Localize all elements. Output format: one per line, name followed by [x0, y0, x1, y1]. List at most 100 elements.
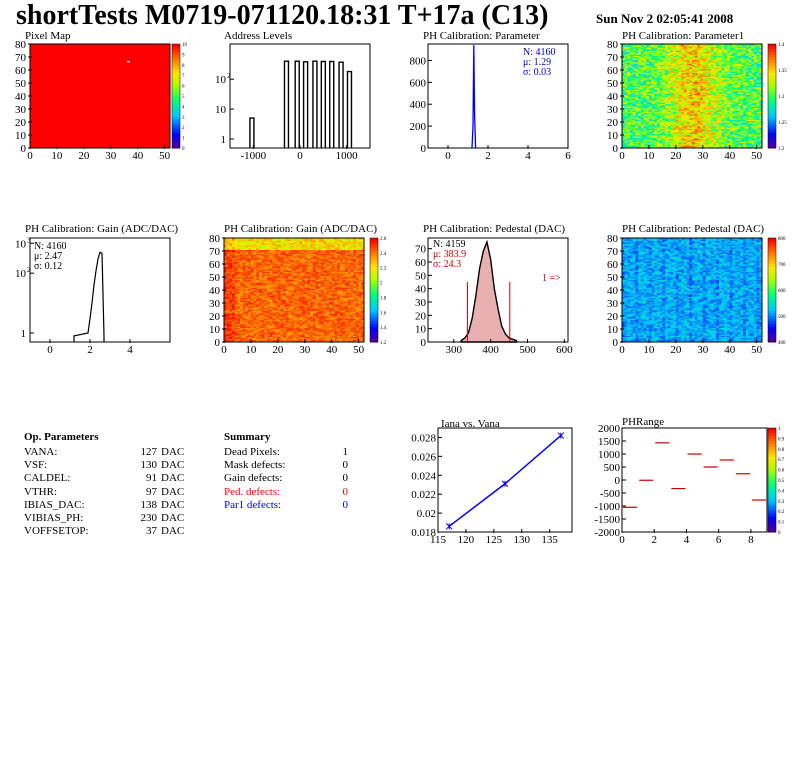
ph-param1-cell	[727, 88, 730, 90]
ph-param1-cell	[651, 116, 655, 119]
ph-param1-cell	[689, 80, 693, 82]
ph-param1-cell	[662, 54, 666, 56]
ph-param1-cell	[724, 127, 728, 129]
ph-param1-cell	[737, 114, 741, 116]
ph-param1-cell	[732, 81, 736, 84]
ph-param1-cell	[678, 49, 682, 51]
ph-param1-cell	[713, 141, 717, 144]
ph-param1-cell	[702, 105, 706, 107]
ph-param1-cell	[732, 136, 736, 138]
ph-param1-title: PH Calibration: Parameter1	[622, 30, 745, 42]
ph-param1-cell	[745, 55, 749, 58]
ph-param1-cell	[729, 79, 733, 81]
ph-param1-cell	[654, 98, 658, 101]
ph-param1-cell	[716, 101, 720, 103]
ph-param1-cell	[657, 111, 660, 114]
ph-param1-cell	[640, 136, 644, 138]
ph-param1-cell	[635, 59, 639, 62]
ph-param1-cell	[673, 60, 677, 63]
ph-param1-cell	[686, 109, 690, 111]
ph-param1-cell	[657, 93, 660, 95]
ph-param1-cell	[753, 85, 757, 88]
ph-param1-cell	[724, 132, 728, 134]
address-level-peak	[294, 60, 300, 148]
ph-param1-cell	[743, 71, 747, 73]
ph-param1-cell	[751, 110, 755, 112]
ph-param1-cell	[745, 131, 749, 133]
ph-param1-cell	[640, 96, 644, 98]
ph-param1-cell	[718, 70, 722, 72]
ph-param1-cell	[659, 123, 663, 125]
ph-param1-cell	[735, 116, 739, 119]
ph-param1-cell	[654, 96, 658, 98]
ph-param1-cell	[756, 115, 760, 118]
ph-param1-cell	[657, 72, 660, 75]
ph-param1-cell	[732, 85, 736, 88]
ph-param1-cell	[735, 88, 739, 90]
ph-param1-cell	[705, 84, 709, 86]
ph-param1-cell	[624, 89, 628, 92]
ph-param1-cell	[713, 44, 717, 46]
ph-param1-cell	[759, 79, 763, 81]
ph-param1-cell	[735, 79, 739, 81]
gain-map-cell	[342, 331, 346, 334]
ph-param1-cell	[686, 136, 690, 138]
ph-param1-cell	[708, 96, 712, 98]
ph-param1-cell	[638, 90, 642, 93]
ph-param1-cell	[686, 88, 690, 90]
ph-param1-cell	[651, 57, 655, 59]
ph-param1-cell	[640, 144, 644, 146]
ph-param1-cell	[654, 141, 658, 144]
gain-map-cell	[224, 326, 227, 328]
ph-param1-cell	[638, 80, 642, 82]
gain-map-cell	[334, 338, 338, 340]
ph-param1-cell	[745, 71, 749, 73]
ph-param1-cell	[724, 109, 728, 111]
ph-param1-cell	[643, 80, 647, 82]
ph-param1-cell	[662, 115, 666, 118]
ph-param1-cell	[748, 71, 752, 73]
ph-param1-cell	[630, 102, 634, 105]
gain-map-cell	[291, 329, 295, 331]
ph-param1-cell	[743, 123, 747, 125]
ph-param1-cell	[697, 55, 701, 58]
ph-param1-cell	[635, 103, 639, 106]
ph-param1-cell	[632, 75, 636, 77]
ph-param1-cell	[716, 118, 720, 120]
gain-map-cell	[318, 331, 322, 334]
ph-param1-colorbar-cell	[768, 103, 776, 107]
ph-param1-cell	[694, 138, 698, 141]
ph-param1-cell	[724, 50, 728, 53]
ph-param1-cell	[624, 92, 628, 94]
pixel-map-colorbar-cell	[172, 135, 180, 139]
ph-param1-cell	[753, 110, 757, 112]
ph-param1-cell	[670, 81, 674, 84]
ph-param1-cell	[640, 75, 644, 77]
ph-param1-cell	[692, 140, 695, 142]
ph-param1-cell	[724, 92, 728, 94]
ph-param1-cell	[694, 53, 698, 55]
ph-param1-cell	[721, 97, 725, 99]
ph-param1-cell	[694, 140, 698, 142]
ph-param1-cell	[700, 114, 704, 116]
ph-param1-cell	[729, 107, 733, 110]
ph-param1-cell	[732, 110, 736, 112]
ph-param1-cell	[729, 77, 733, 80]
ph-param1-cell	[702, 70, 706, 72]
gain-map-cell	[224, 339, 227, 341]
ph-param1-cell	[724, 86, 728, 89]
ph-param1-cell	[735, 64, 739, 67]
ph-param1-cell	[718, 86, 722, 89]
ph-param1-cell	[632, 112, 636, 115]
ph-param1-colorbar-cell	[768, 90, 776, 94]
gain-map-cell	[226, 326, 230, 328]
ph-param1-cell	[689, 75, 693, 77]
ph-param1-cell	[700, 146, 704, 149]
ph-param1-cell	[683, 131, 687, 133]
gain-map-cell	[237, 335, 241, 338]
ph-param1-cell	[657, 73, 660, 76]
ph-param1-cell	[673, 112, 677, 115]
ph-param1-cell	[745, 58, 749, 60]
ph-param1-cell	[632, 80, 636, 82]
ph-param1-cell	[727, 58, 730, 60]
